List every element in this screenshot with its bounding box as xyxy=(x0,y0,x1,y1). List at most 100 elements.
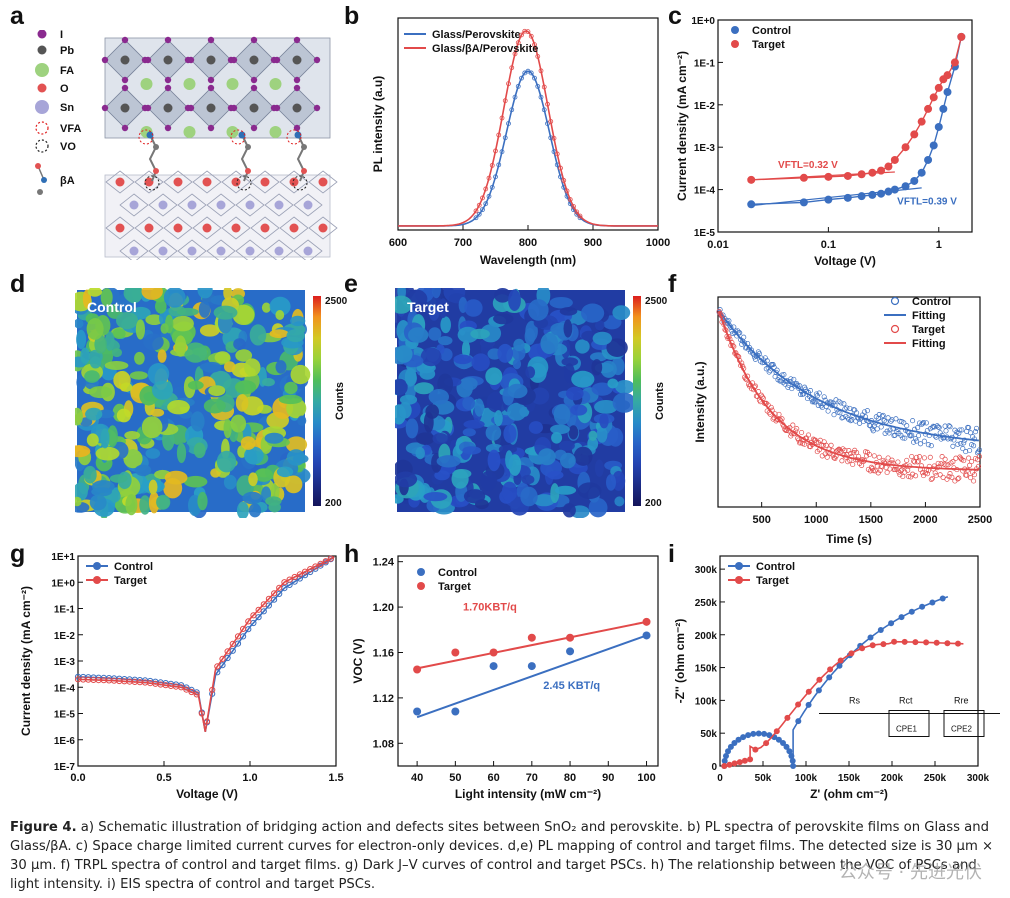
grain-spot xyxy=(525,366,536,379)
x-tick-label: 0.1 xyxy=(821,239,836,251)
o-atom xyxy=(289,223,299,233)
data-point xyxy=(866,422,872,428)
data-point xyxy=(755,730,762,737)
data-point xyxy=(797,440,803,446)
data-point xyxy=(240,625,247,633)
data-point xyxy=(224,648,231,655)
data-point xyxy=(925,442,931,448)
data-point xyxy=(927,454,933,460)
o-atom xyxy=(202,177,212,187)
data-point xyxy=(893,416,899,422)
y-tick-label: 1E-2 xyxy=(54,631,76,642)
data-point xyxy=(917,441,924,447)
grain-spot xyxy=(145,448,161,459)
data-point xyxy=(950,58,959,67)
data-point xyxy=(961,458,967,464)
grain-spot xyxy=(129,371,148,380)
data-point xyxy=(820,442,826,448)
y-tick-label: 1.08 xyxy=(373,738,394,750)
data-point xyxy=(962,437,968,443)
y-axis-label: Intensity (a.u.) xyxy=(693,361,707,442)
data-point xyxy=(924,471,930,477)
data-point xyxy=(317,560,324,567)
data-point xyxy=(183,686,190,693)
data-point xyxy=(890,155,899,164)
grain-spot xyxy=(494,288,512,303)
grain-spot xyxy=(134,351,145,365)
grain-spot xyxy=(528,421,543,434)
data-point xyxy=(788,753,795,759)
i-atom xyxy=(121,36,129,44)
data-point xyxy=(837,447,843,453)
fit-line xyxy=(718,310,979,471)
grain-spot xyxy=(607,378,619,389)
x-axis-label: Voltage (V) xyxy=(176,787,238,801)
data-point xyxy=(895,459,901,465)
grain-spot xyxy=(230,414,247,433)
grain-spot xyxy=(242,491,263,505)
grain-spot xyxy=(439,298,448,318)
data-point xyxy=(528,70,534,76)
grain-spot xyxy=(197,491,208,511)
grain-spot xyxy=(249,324,267,346)
fit-line xyxy=(751,187,922,207)
grain-spot xyxy=(112,328,126,339)
sno2-cell xyxy=(279,216,309,240)
i-atom xyxy=(313,104,321,112)
grain-spot xyxy=(75,407,83,426)
grain-spot xyxy=(471,353,490,372)
y-axis-label: VOC (V) xyxy=(351,638,365,683)
sno2-cell xyxy=(308,216,338,240)
data-point xyxy=(502,135,508,141)
data-point xyxy=(198,710,205,717)
y-tick-label: 1E-5 xyxy=(694,228,716,239)
data-point xyxy=(761,730,768,737)
grain-spot xyxy=(148,479,158,495)
y-tick-label: 1E-1 xyxy=(694,58,716,69)
caption-label: Figure 4. xyxy=(10,820,77,835)
panel-label-a: a xyxy=(10,2,24,30)
grain-spot xyxy=(588,498,608,518)
data-point xyxy=(725,748,731,755)
o-atom xyxy=(173,223,183,233)
grain-spot xyxy=(497,343,513,363)
data-point xyxy=(929,141,938,150)
o-atom xyxy=(231,223,241,233)
data-point xyxy=(721,763,728,769)
i-atom xyxy=(230,104,238,112)
y-tick-label: 1.20 xyxy=(373,602,394,614)
colorbar-max-label: 2500 xyxy=(645,296,668,307)
legend-marker xyxy=(417,568,425,576)
x-tick-label: 1 xyxy=(936,239,942,251)
grain-spot xyxy=(75,318,84,329)
grain-spot xyxy=(201,361,222,373)
plot-frame xyxy=(717,296,981,508)
pb-atom xyxy=(163,55,173,65)
grain-spot xyxy=(240,436,256,450)
grain-spot xyxy=(87,288,102,297)
data-point xyxy=(976,447,983,453)
grain-spot xyxy=(269,296,291,316)
grain-spot xyxy=(451,469,469,489)
grain-spot xyxy=(163,288,186,308)
data-point xyxy=(721,757,728,764)
data-point xyxy=(900,473,906,480)
legend-label: VO xyxy=(60,141,76,153)
i-atom xyxy=(207,84,215,92)
data-point xyxy=(489,162,495,168)
data-point xyxy=(803,386,809,392)
data-point xyxy=(506,81,511,87)
grain-spot xyxy=(86,433,99,447)
grain-spot xyxy=(530,387,550,405)
vo-marker xyxy=(144,175,160,191)
grain-spot xyxy=(551,432,563,444)
o-atom xyxy=(173,177,183,187)
sn-atom xyxy=(216,200,226,210)
sno2-cell xyxy=(134,216,164,240)
data-point xyxy=(493,174,498,180)
data-point xyxy=(921,455,927,461)
grain-spot xyxy=(147,363,170,385)
data-point xyxy=(915,425,921,431)
i-atom xyxy=(144,56,152,64)
y-tick-label: 1E+1 xyxy=(51,552,75,563)
